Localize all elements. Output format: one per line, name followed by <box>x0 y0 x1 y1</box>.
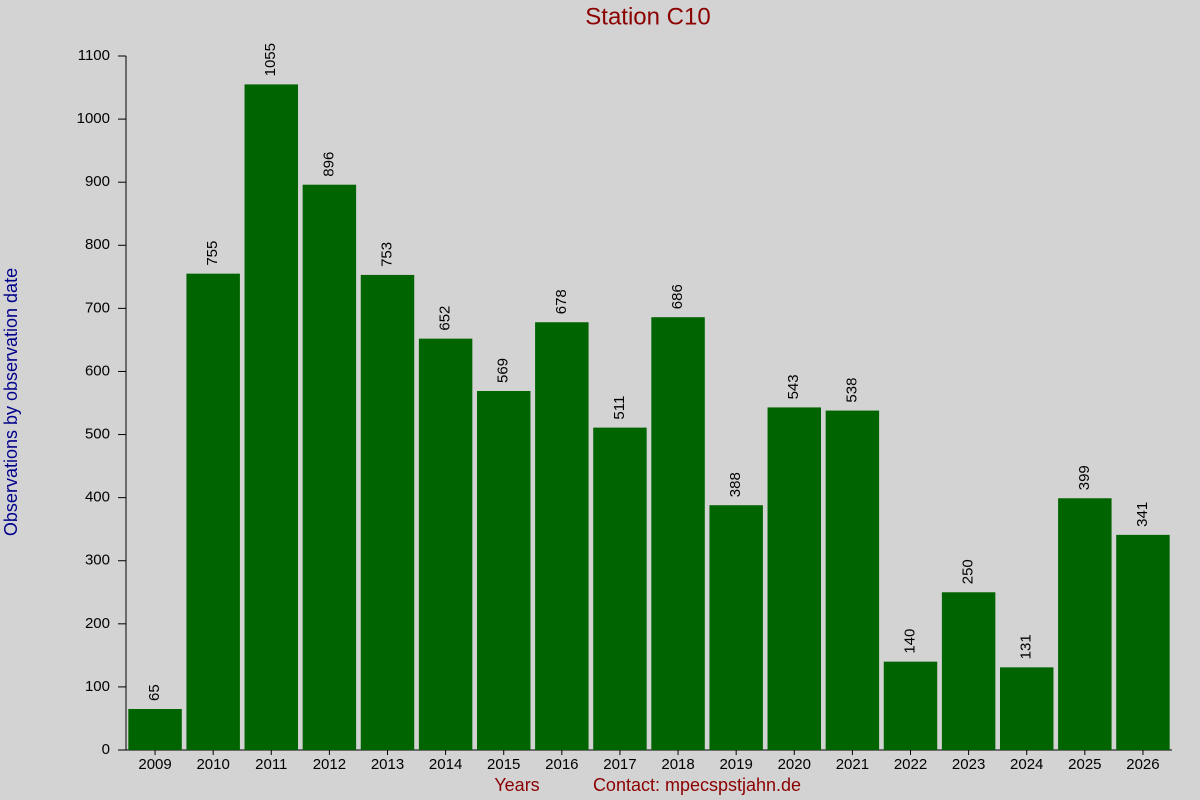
y-tick-label: 200 <box>85 615 110 632</box>
bar <box>825 410 880 750</box>
bar <box>1058 498 1112 750</box>
value-label: 341 <box>1134 502 1151 527</box>
bar <box>476 391 531 750</box>
bar <box>302 184 357 751</box>
x-tick-label: 2012 <box>313 756 346 773</box>
value-label: 399 <box>1076 465 1093 490</box>
value-label: 65 <box>146 684 163 701</box>
y-tick-label: 1000 <box>77 110 110 127</box>
x-tick-label: 2024 <box>1010 756 1043 773</box>
x-axis-label: Years <box>494 775 539 795</box>
value-label: 388 <box>727 472 744 497</box>
bar <box>709 505 763 750</box>
x-tick-label: 2010 <box>196 756 229 773</box>
x-tick-label: 2022 <box>894 756 927 773</box>
value-label: 511 <box>611 396 628 420</box>
y-tick-label: 0 <box>102 741 110 758</box>
bar <box>418 338 473 750</box>
y-tick-label: 700 <box>85 299 110 316</box>
value-label: 678 <box>553 289 570 314</box>
y-tick-label: 800 <box>85 236 110 253</box>
bar <box>999 667 1054 750</box>
y-tick-label: 900 <box>85 173 110 190</box>
y-tick-label: 1100 <box>78 47 110 64</box>
value-label: 1055 <box>262 43 279 76</box>
bar <box>1116 534 1170 750</box>
value-label: 250 <box>960 559 977 584</box>
bar <box>360 274 415 750</box>
bar <box>941 592 996 750</box>
contact: Contact: mpecspstjahn.de <box>593 775 801 795</box>
x-tick-label: 2017 <box>603 756 636 773</box>
bar <box>535 322 589 750</box>
x-tick-label: 2014 <box>429 756 462 773</box>
bar <box>767 407 822 750</box>
value-label: 569 <box>495 358 512 383</box>
bar <box>651 317 705 750</box>
value-label: 131 <box>1018 634 1035 659</box>
value-label: 538 <box>843 378 860 403</box>
value-label: 753 <box>378 242 395 267</box>
x-tick-label: 2020 <box>778 756 811 773</box>
bar <box>244 84 299 750</box>
x-tick-label: 2021 <box>836 756 869 773</box>
x-tick-label: 2018 <box>661 756 694 773</box>
x-tick-label: 2013 <box>371 756 404 773</box>
bar <box>883 661 938 750</box>
x-tick-label: 2023 <box>952 756 985 773</box>
y-tick-label: 400 <box>85 489 110 506</box>
x-tick-label: 2025 <box>1068 756 1101 773</box>
value-label: 686 <box>669 284 686 309</box>
value-label: 896 <box>320 152 337 177</box>
x-tick-label: 2009 <box>138 756 171 773</box>
bar <box>128 708 182 750</box>
x-tick-label: 2011 <box>255 756 287 773</box>
value-label: 543 <box>785 374 802 399</box>
y-tick-label: 500 <box>85 426 110 443</box>
bar <box>593 427 647 750</box>
value-label: 652 <box>437 306 454 331</box>
bar <box>186 273 240 750</box>
y-axis-label: Observations by observation date <box>1 268 21 536</box>
x-tick-label: 2015 <box>487 756 520 773</box>
y-tick-label: 100 <box>85 678 110 695</box>
x-tick-label: 2019 <box>719 756 752 773</box>
chart-title: Station C10 <box>585 3 710 30</box>
x-tick-label: 2026 <box>1126 756 1159 773</box>
x-tick-label: 2016 <box>545 756 578 773</box>
y-tick-label: 600 <box>85 362 110 379</box>
y-tick-label: 300 <box>85 552 110 569</box>
value-label: 140 <box>901 629 918 654</box>
value-label: 755 <box>204 241 221 266</box>
